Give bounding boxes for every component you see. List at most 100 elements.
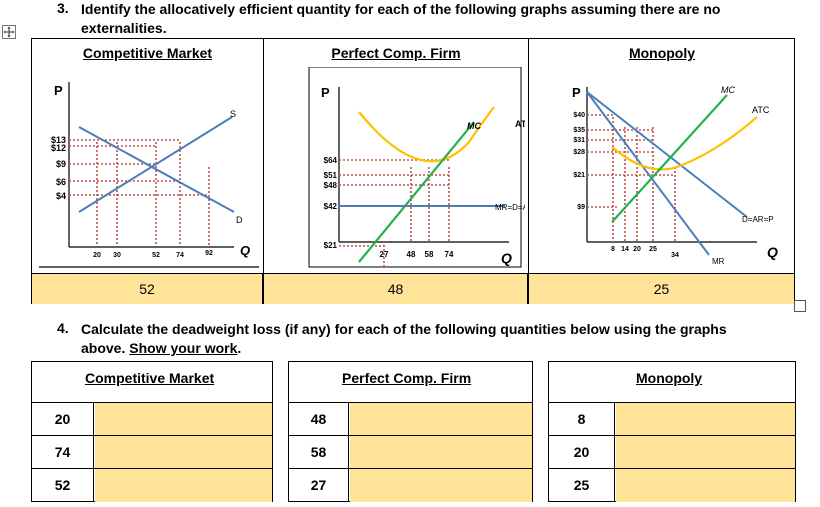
perfect-comp-firm-title: Perfect Comp. Firm [331,45,461,61]
quantity-cell: 25 [549,469,615,502]
mc-label: MC [467,121,481,131]
qty-tick: 30 [113,252,121,259]
question-4-line-2: above. Show your work. [81,340,242,356]
table-row: 20 [32,402,272,436]
mr-label: MR=D=AR=P [495,203,525,212]
question-4-number: 4. [57,320,69,336]
quantity-cell: 74 [32,436,94,469]
demand-label: D=AR=P [742,215,774,224]
price-tick: $6 [56,177,66,187]
question-3-number: 3. [57,0,69,16]
monopoly-cell: Monopoly P Q [529,39,795,303]
answer-field[interactable] [350,436,532,469]
quantity-cell: 27 [289,469,349,502]
move-icon [3,26,15,38]
quantity-cell: 58 [289,436,349,469]
table-row: 20 [549,435,795,469]
qty-tick: 34 [671,252,679,259]
price-tick: $21 [324,241,338,250]
perfect-comp-firm-cell: Perfect Comp. Firm P Q [264,39,544,306]
dwl-table-title: Competitive Market [85,370,215,386]
quantity-cell: 20 [32,403,94,436]
table-row: 25 [549,468,795,502]
dwl-table-title: Monopoly [636,370,703,386]
quantity-cell: 52 [32,469,94,502]
demand-curve [586,91,748,218]
table-row: 58 [289,435,532,469]
price-tick: $12 [51,143,66,153]
quantity-cell: 48 [289,403,349,436]
answer-field[interactable] [616,436,795,469]
mc-curve [611,94,728,223]
qty-tick: 14 [621,246,629,253]
dwl-table-competitive: Competitive Market 20 74 52 [31,361,273,502]
competitive-market-cell: Competitive Market P Q [32,39,264,303]
qty-tick: 20 [633,246,641,253]
table-row: 52 [32,468,272,502]
atc-label: ATC [752,105,770,115]
monopoly-graph: P Q MC [557,67,793,274]
qty-tick: 52 [152,252,160,259]
supply-label: S [230,109,236,119]
p-axis-label: P [54,83,63,98]
answer-field[interactable] [350,403,532,436]
qty-tick: 74 [176,252,184,259]
q-axis-label: Q [240,243,250,258]
table-row: 8 [549,402,795,436]
quantity-cell: 20 [549,436,615,469]
qty-tick: 8 [611,246,615,253]
question-3-text: Identify the allocatively efficient quan… [81,0,720,38]
table-row: 48 [289,402,532,436]
graphs-table: Competitive Market P Q [31,38,795,306]
qty-tick: 25 [649,246,657,253]
question-3-line-2: externalities. [81,20,167,36]
monopoly-answer[interactable]: 25 [529,274,794,304]
supply-curve [78,116,233,213]
quantity-cell: 8 [549,403,615,436]
price-tick: $64 [324,156,338,165]
answer-field[interactable] [95,436,272,469]
q-axis-label: Q [767,244,778,260]
dwl-table-monopoly: Monopoly 8 20 25 [548,361,796,502]
answer-field[interactable] [95,469,272,502]
qty-tick: 74 [445,250,454,259]
qty-tick: 20 [93,252,101,259]
competitive-market-answer[interactable]: 52 [32,274,263,304]
price-tick: $35 [573,127,585,134]
price-tick: $21 [573,172,585,179]
answer-field[interactable] [350,469,532,502]
price-tick: $48 [324,181,338,190]
price-tick: $13 [51,135,66,145]
question-4-text: Calculate the deadweight loss (if any) f… [81,320,727,358]
qty-tick: 58 [425,250,434,259]
p-axis-label: P [321,85,330,100]
p-axis-label: P [572,85,581,100]
question-4-line-1: Calculate the deadweight loss (if any) f… [81,321,727,337]
price-tick: $40 [573,112,585,119]
show-your-work-link: Show your work [129,340,238,356]
atc-curve [358,106,495,163]
demand-curve [78,126,235,213]
answer-field[interactable] [95,403,272,436]
resize-handle[interactable] [794,300,806,312]
price-tick: $51 [324,171,338,180]
dwl-table-perfect-comp: Perfect Comp. Firm 48 58 27 [288,361,533,502]
answer-field[interactable] [616,403,795,436]
competitive-market-title: Competitive Market [82,45,213,61]
perfect-comp-firm-graph: P Q MC ATC MR [269,66,544,306]
qty-tick: 27 [380,250,389,259]
qty-tick: 92 [205,250,213,257]
qty-tick: 48 [407,250,416,259]
perfect-comp-firm-answer[interactable]: 48 [264,274,528,304]
demand-label: D [236,215,243,225]
answer-field[interactable] [616,469,795,502]
price-tick: $42 [324,202,338,211]
price-tick: $31 [573,137,585,144]
atc-curve [611,116,758,171]
table-move-handle[interactable] [2,25,16,39]
table-row: 27 [289,468,532,502]
answer-row: 52 48 25 [32,273,794,304]
price-tick: $9 [577,204,585,211]
competitive-market-graph: P Q S D [34,67,260,274]
monopoly-title: Monopoly [628,45,696,61]
